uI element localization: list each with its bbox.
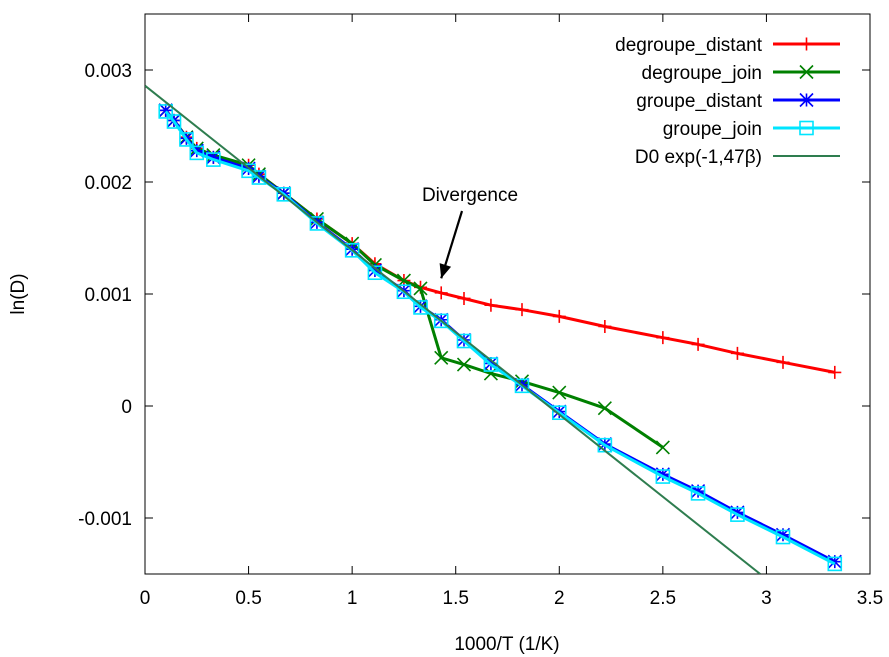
data-point xyxy=(206,150,221,165)
data-point xyxy=(551,405,567,421)
series-0 xyxy=(159,103,842,379)
y-axis-title: ln(D) xyxy=(8,273,29,314)
x-tick-label: 1.5 xyxy=(443,588,469,609)
legend-label: degroupe_join xyxy=(642,63,762,84)
axis-ticks: 0 0.5 1 1.5 2 2.5 3 3.5 -0.001 0 0.001 0.002 0.003 xyxy=(78,14,883,609)
data-point xyxy=(514,378,530,394)
data-point xyxy=(828,365,842,379)
data-point xyxy=(515,303,529,317)
data-point xyxy=(730,346,744,360)
data-point xyxy=(158,103,173,118)
legend-label: groupe_join xyxy=(663,119,762,140)
series-4 xyxy=(145,84,761,574)
data-point xyxy=(776,355,790,369)
series-1 xyxy=(158,103,670,455)
data-point xyxy=(730,505,745,520)
data-point xyxy=(344,243,360,258)
y-tick-label: 0 xyxy=(121,397,132,418)
data-point xyxy=(309,216,325,231)
data-point xyxy=(367,263,382,278)
y-tick-label: 0.002 xyxy=(84,173,132,194)
data-point xyxy=(655,440,670,455)
data-point xyxy=(484,298,498,312)
legend-marker xyxy=(799,120,814,136)
data-point xyxy=(434,350,449,365)
data-point xyxy=(691,337,705,351)
legend-label: groupe_distant xyxy=(636,91,762,112)
series-3 xyxy=(158,104,843,572)
data-point xyxy=(775,529,791,545)
series-line xyxy=(145,84,761,574)
x-tick-label: 1 xyxy=(347,588,358,609)
data-point xyxy=(433,313,449,329)
data-point xyxy=(413,300,428,315)
data-point xyxy=(413,281,428,296)
data-point xyxy=(552,385,567,400)
legend-marker xyxy=(799,64,814,80)
data-point xyxy=(656,331,670,345)
x-axis-title: 1000/T (1/K) xyxy=(454,634,559,655)
data-point xyxy=(166,114,182,129)
data-point xyxy=(598,319,612,333)
data-point xyxy=(251,170,267,185)
data-point xyxy=(690,486,706,501)
y-tick-label: 0.003 xyxy=(84,61,132,82)
x-tick-label: 3 xyxy=(761,588,772,609)
y-tick-label: 0.001 xyxy=(84,285,132,306)
data-point xyxy=(179,132,194,147)
annotations: Divergence xyxy=(422,185,518,279)
data-point xyxy=(206,152,221,167)
legend-marker xyxy=(800,37,813,51)
annotation-label: Divergence xyxy=(422,185,518,206)
series-2 xyxy=(158,103,842,569)
x-tick-label: 2 xyxy=(554,588,565,609)
data-point xyxy=(827,556,843,572)
data-point xyxy=(655,467,670,482)
data-point xyxy=(158,104,174,119)
legend-label: degroupe_distant xyxy=(615,35,763,56)
x-tick-label: 0 xyxy=(140,588,151,609)
data-point xyxy=(775,527,791,542)
data-point xyxy=(434,286,448,300)
legend-marker xyxy=(799,92,814,108)
data-point xyxy=(276,187,292,202)
data-point xyxy=(456,333,472,349)
series-layer xyxy=(145,84,843,574)
x-tick-label: 3.5 xyxy=(857,588,883,609)
x-tick-label: 0.5 xyxy=(235,588,261,609)
legend-label: D0 exp(-1,47β) xyxy=(635,147,762,168)
x-tick-label: 2.5 xyxy=(650,588,676,609)
data-point xyxy=(691,484,706,499)
data-point xyxy=(655,469,671,484)
data-point xyxy=(730,507,745,522)
data-point xyxy=(827,554,842,569)
data-point xyxy=(457,291,471,305)
annotation-arrow-head xyxy=(439,263,452,279)
legend: degroupe_distant degroupe_join groupe_dist… xyxy=(615,35,840,168)
data-point xyxy=(189,145,205,161)
y-tick-label: -0.001 xyxy=(78,509,132,530)
data-point xyxy=(396,284,412,300)
data-point xyxy=(552,309,566,323)
data-point xyxy=(456,357,472,372)
data-point xyxy=(597,401,612,416)
